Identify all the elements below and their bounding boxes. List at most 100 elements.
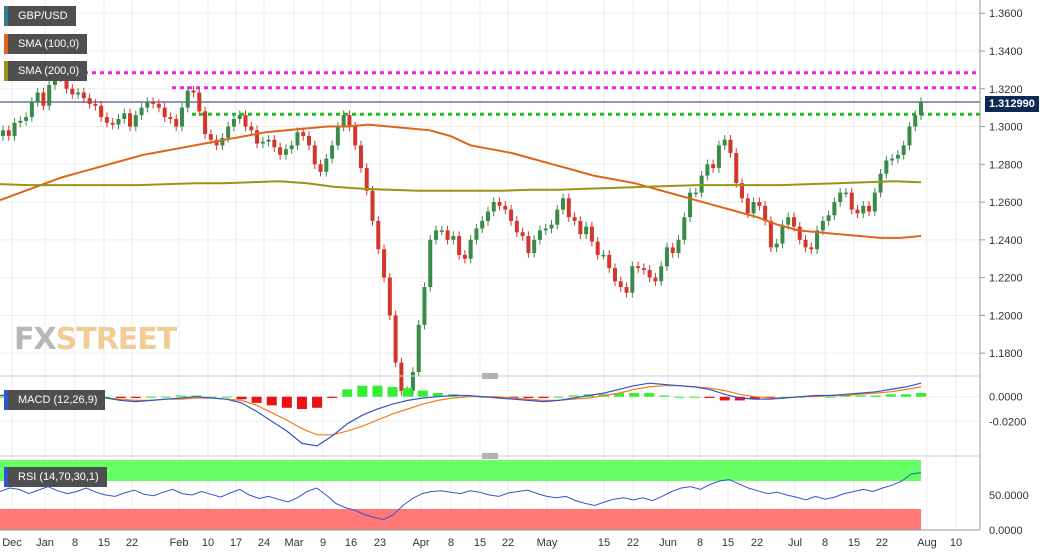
macd-histogram-bar xyxy=(629,393,640,397)
candle-body xyxy=(549,224,554,229)
macd-histogram-bar xyxy=(825,396,836,398)
candle-body xyxy=(243,115,248,127)
candle-body xyxy=(745,198,750,214)
macd-histogram-bar xyxy=(568,395,579,397)
candle-body xyxy=(595,241,600,255)
x-tick-label: 15 xyxy=(98,537,110,549)
x-tick-label: 22 xyxy=(126,537,138,549)
rsi-tick-label: 0.0000 xyxy=(989,525,1023,537)
price-tick-label: 1.2600 xyxy=(989,197,1023,209)
candle-body xyxy=(601,254,606,257)
candle-body xyxy=(757,202,762,206)
candle-body xyxy=(214,139,219,146)
candle-body xyxy=(387,277,392,316)
price-panel[interactable] xyxy=(0,68,980,396)
x-tick-label: 8 xyxy=(72,537,78,549)
candle-body xyxy=(722,139,727,146)
candle-body xyxy=(301,132,306,136)
candle-body xyxy=(393,315,398,363)
macd-histogram-bar xyxy=(704,396,715,398)
candle-body xyxy=(70,88,75,95)
panel-dividers[interactable] xyxy=(0,373,980,459)
legend-rsi[interactable]: RSI (14,70,30,1) xyxy=(4,467,107,487)
x-tick-label: Aug xyxy=(917,537,937,549)
candle-body xyxy=(774,243,779,248)
x-tick-label: Dec xyxy=(2,537,22,549)
sma200-line xyxy=(0,180,922,192)
legend-sma200[interactable]: SMA (200,0) xyxy=(4,61,88,81)
candle-body xyxy=(728,139,733,153)
candle-body xyxy=(520,232,525,237)
macd-histogram-bar xyxy=(674,396,685,398)
macd-histogram-bar xyxy=(553,396,564,398)
candle-body xyxy=(768,220,773,248)
candle-body xyxy=(151,101,156,104)
macd-histogram-bar xyxy=(523,396,534,398)
macd-histogram-bar xyxy=(719,396,730,401)
candle-body xyxy=(578,220,583,235)
candle-body xyxy=(203,111,208,135)
logo-street: STREET xyxy=(55,322,178,357)
candle-body xyxy=(128,113,133,127)
macd-histogram-bar xyxy=(538,396,549,398)
legend-sma100[interactable]: SMA (100,0) xyxy=(4,34,88,54)
macd-histogram-bar xyxy=(387,386,398,397)
candle-body xyxy=(347,115,352,127)
candle-body xyxy=(716,145,721,169)
candle-body xyxy=(705,164,710,176)
macd-histogram-bar xyxy=(644,393,655,397)
candle-body xyxy=(664,247,669,267)
x-tick-label: 9 xyxy=(320,537,326,549)
candle-body xyxy=(809,247,814,250)
rsi-line xyxy=(0,472,922,521)
rsi-overbought-zone xyxy=(0,460,921,481)
candle-body xyxy=(231,118,236,127)
candle-body xyxy=(855,209,860,214)
candle-body xyxy=(895,154,900,159)
macd-histogram-bar xyxy=(508,396,519,398)
candle-body xyxy=(278,147,283,155)
candle-body xyxy=(907,126,912,146)
candle-body xyxy=(208,134,213,140)
x-tick-label: 22 xyxy=(876,537,888,549)
x-tick-label: 24 xyxy=(258,537,270,549)
x-tick-label: 23 xyxy=(374,537,386,549)
candle-body xyxy=(99,105,104,118)
candle-body xyxy=(197,92,202,112)
macd-histogram-bar xyxy=(115,396,126,398)
x-tick-label: Jul xyxy=(788,537,802,549)
candle-body xyxy=(168,117,173,119)
x-tick-label: 10 xyxy=(202,537,214,549)
rsi-panel[interactable] xyxy=(0,460,922,530)
macd-tick-label: 0.0000 xyxy=(989,392,1023,404)
candle-body xyxy=(364,168,369,191)
candle-body xyxy=(133,115,138,127)
candle-body xyxy=(740,183,745,199)
candle-body xyxy=(324,158,329,172)
candle-body xyxy=(526,236,531,254)
candle-body xyxy=(509,209,514,221)
macd-histogram-bar xyxy=(402,388,413,397)
candle-body xyxy=(867,205,872,212)
x-tick-label: Apr xyxy=(412,537,429,549)
candle-body xyxy=(122,113,127,119)
candle-body xyxy=(653,277,658,282)
candle-body xyxy=(624,287,629,293)
candle-body xyxy=(283,149,288,155)
macd-panel[interactable] xyxy=(0,382,926,447)
macd-histogram-bar xyxy=(900,394,911,397)
candle-body xyxy=(468,239,473,259)
candle-body xyxy=(370,190,375,221)
macd-histogram-bar xyxy=(372,385,383,397)
macd-histogram-bar xyxy=(870,395,881,397)
candle-body xyxy=(237,115,242,119)
candle-body xyxy=(376,220,381,250)
candle-body xyxy=(295,132,300,146)
candle-body xyxy=(174,118,179,127)
legend-price[interactable]: GBP/USD xyxy=(4,6,76,26)
macd-histogram-bar xyxy=(855,395,866,397)
candle-body xyxy=(734,152,739,184)
candle-body xyxy=(439,230,444,232)
macd-histogram-bar xyxy=(0,396,5,398)
legend-macd[interactable]: MACD (12,26,9) xyxy=(4,390,106,410)
